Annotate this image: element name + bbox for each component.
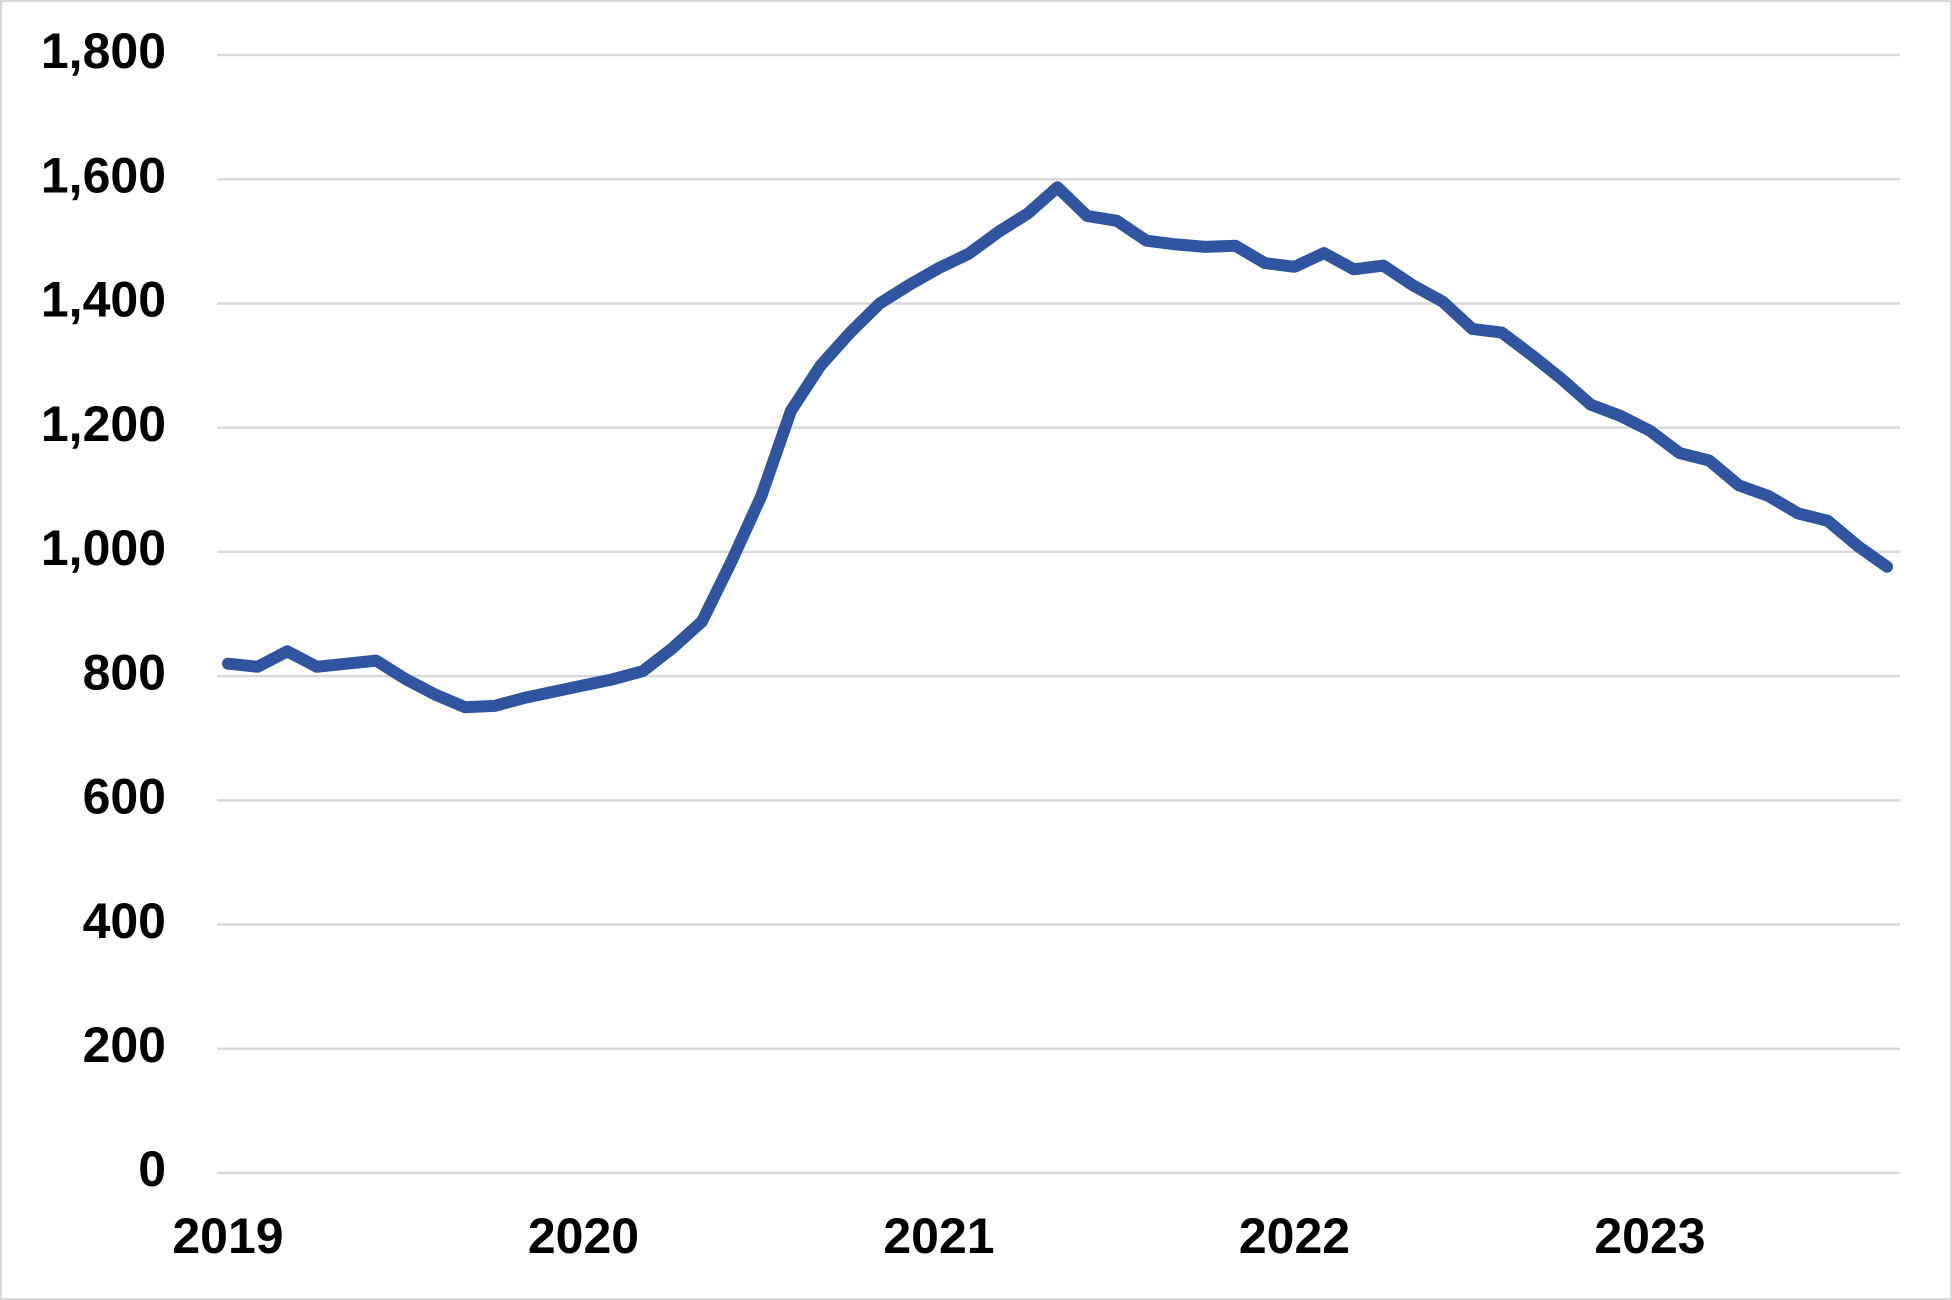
x-tick-label: 2021 (883, 1208, 994, 1264)
x-tick-label: 2020 (528, 1208, 639, 1264)
y-tick-label: 0 (138, 1141, 166, 1197)
y-tick-label: 800 (83, 644, 166, 700)
data-line (222, 181, 1893, 714)
x-tick-label: 2022 (1239, 1208, 1350, 1264)
y-tick-label: 1,400 (41, 272, 166, 328)
y-tick-label: 200 (83, 1017, 166, 1073)
y-tick-label: 1,800 (41, 23, 166, 79)
y-tick-label: 1,000 (41, 520, 166, 576)
y-tick-label: 600 (83, 769, 166, 825)
y-tick-label: 1,600 (41, 147, 166, 203)
y-tick-label: 1,200 (41, 396, 166, 452)
x-tick-label: 2023 (1594, 1208, 1705, 1264)
x-tick-label: 2019 (172, 1208, 283, 1264)
y-tick-label: 400 (83, 893, 166, 949)
